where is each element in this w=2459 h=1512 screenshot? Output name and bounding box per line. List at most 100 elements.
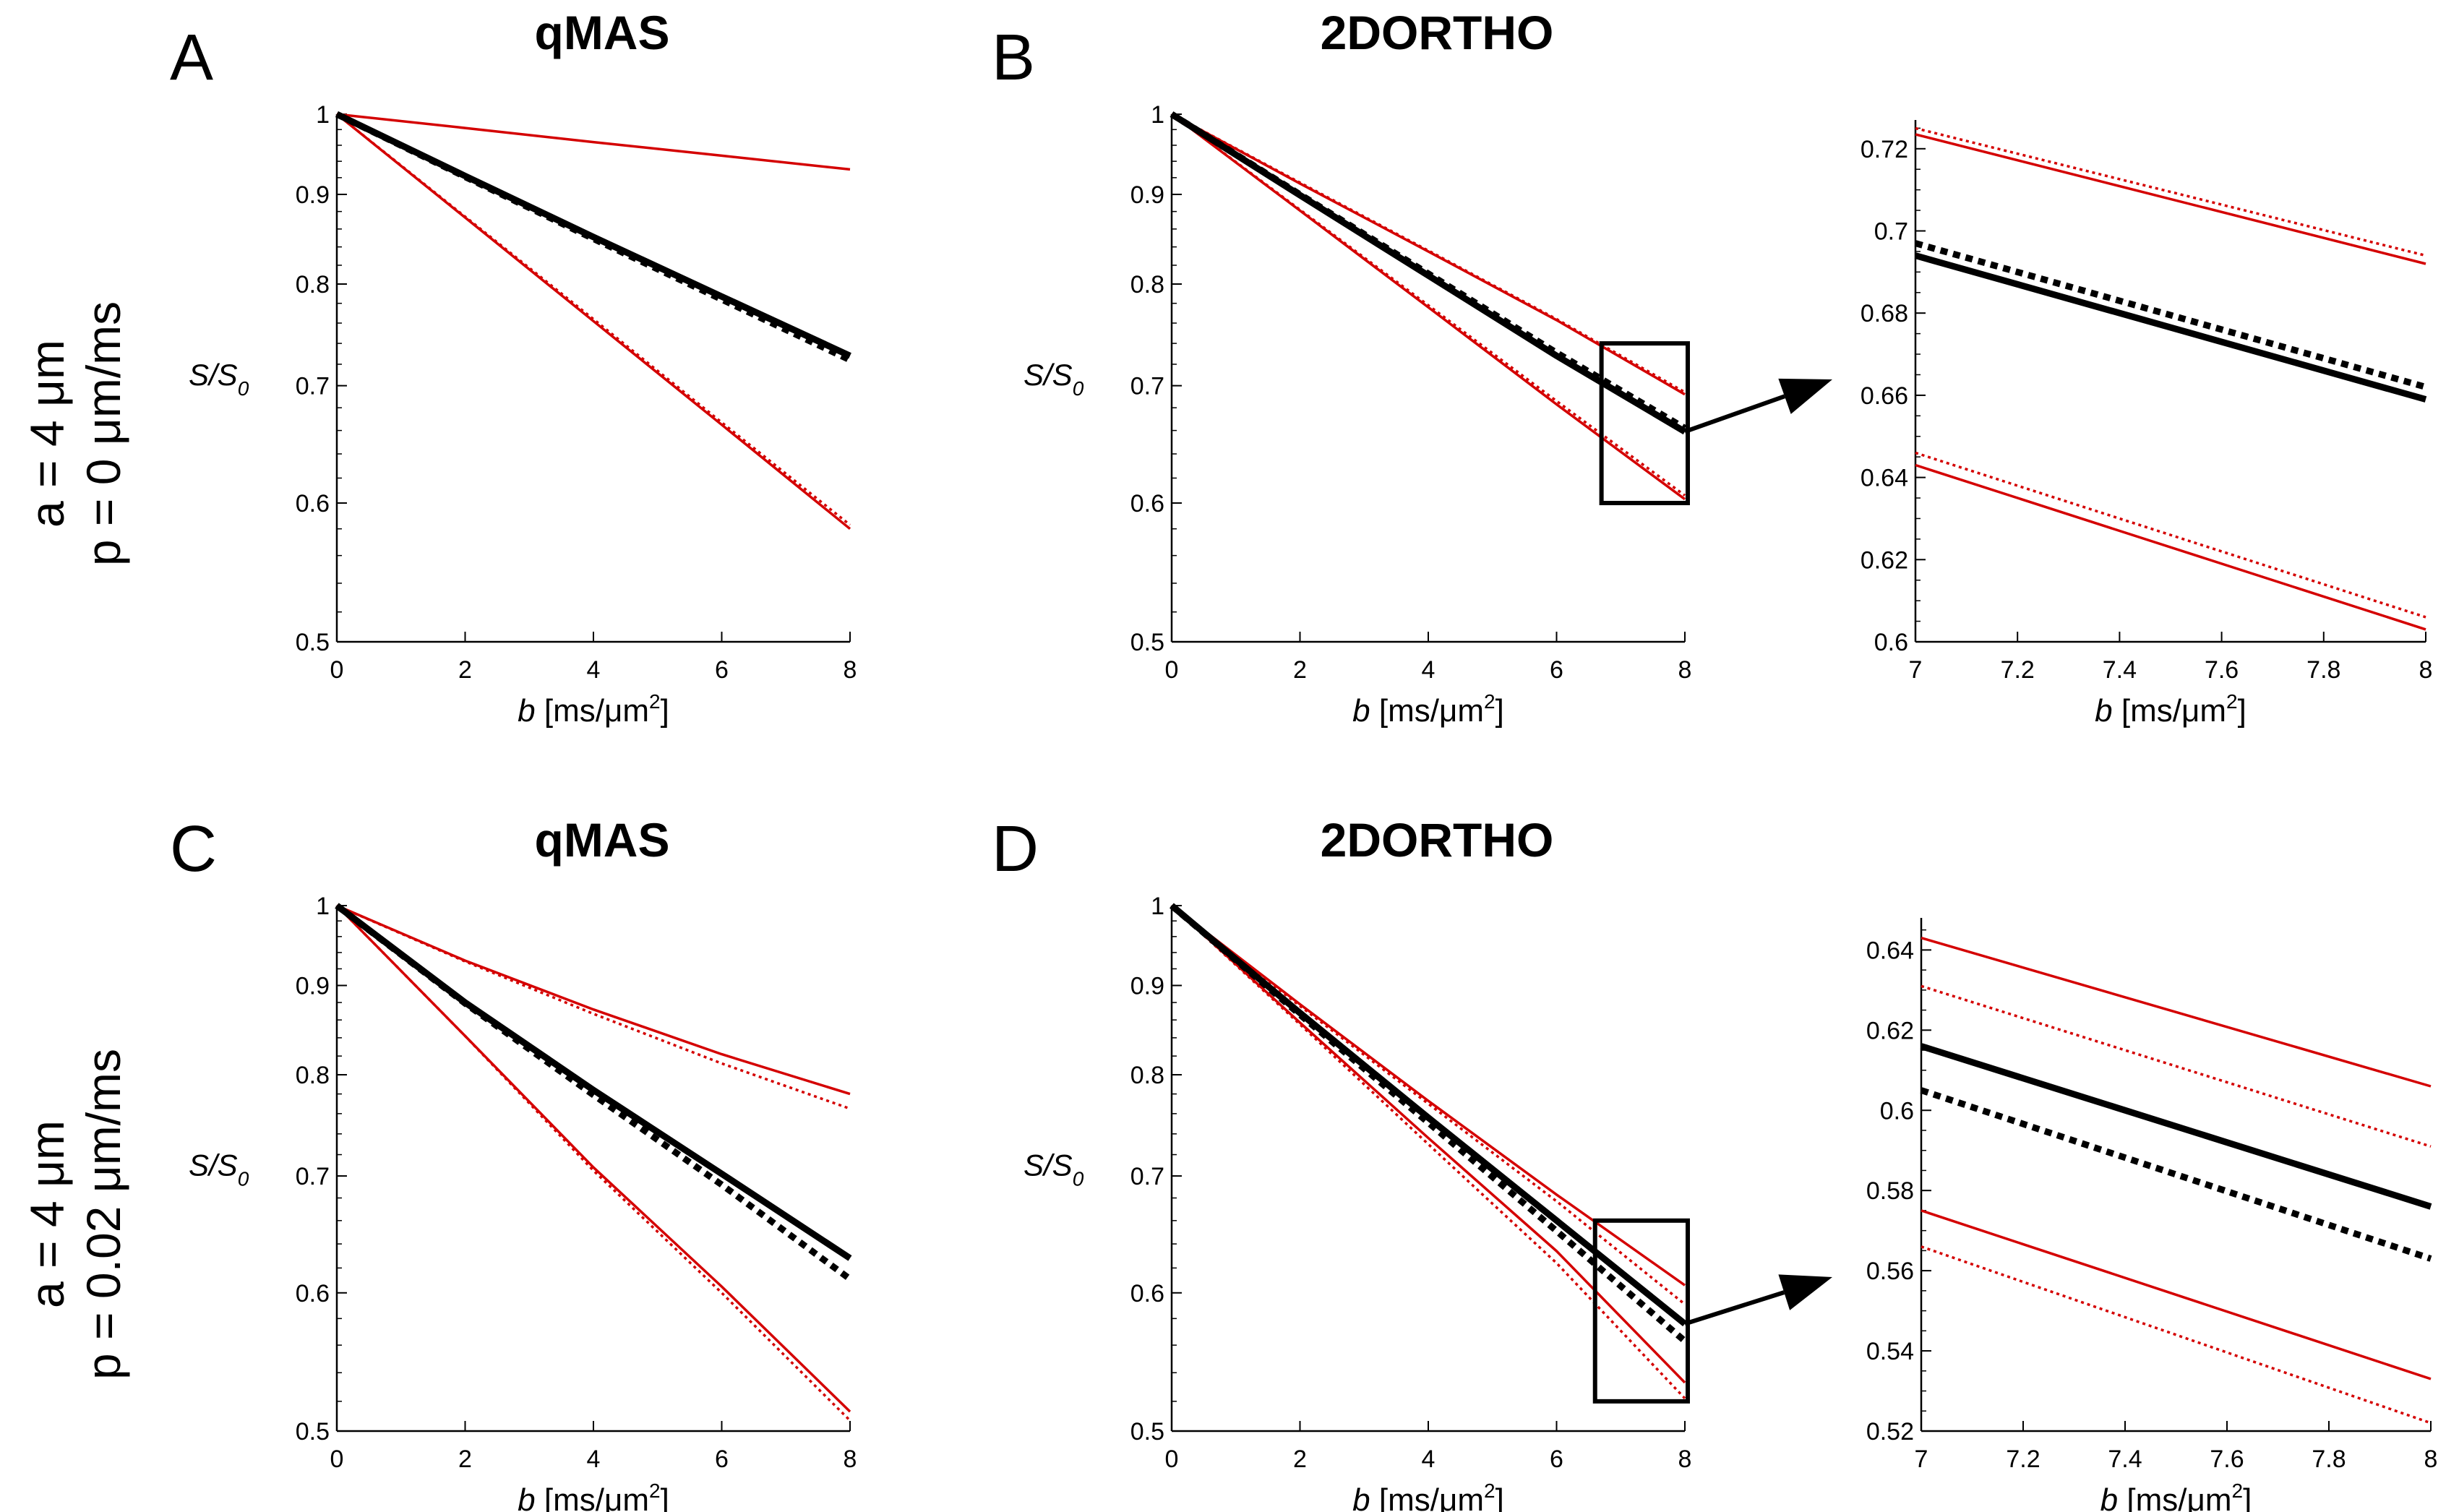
y-axis-label-sub: 0 — [238, 1168, 249, 1190]
series-d-lower-solid — [1170, 904, 1686, 1384]
y-tick-label-a: 0.6 — [296, 490, 330, 517]
callout-arrow-line-b — [1683, 394, 1786, 434]
x-tick-label-b-inset: 8 — [2419, 656, 2433, 684]
x-tick-label-d-inset: 7.8 — [2312, 1446, 2346, 1473]
panel-title-c: qMAS — [535, 813, 670, 867]
x-tick-label-b: 8 — [1678, 656, 1692, 684]
series-b-mean-dotted — [1170, 111, 1687, 431]
y-axis-label-sub: 0 — [238, 377, 249, 400]
x-axis-label-b: b [ms/μm2] — [1352, 690, 1504, 729]
x-tick-label-b: 2 — [1293, 656, 1307, 684]
x-tick-label-b-inset: 7 — [1909, 656, 1923, 684]
x-axis-label-var: b — [1352, 1482, 1370, 1512]
x-axis-label-unit: [ms/μm — [536, 693, 649, 729]
series-c-lower-dotted — [335, 904, 851, 1422]
x-axis-label-unit: [ms/μm — [536, 1482, 649, 1512]
x-axis-label-unit: [ms/μm — [1370, 693, 1484, 729]
x-axis-label-close: ] — [2243, 1482, 2252, 1512]
y-tick-label-b: 0.5 — [1130, 629, 1164, 656]
callout-arrow-head-d — [1778, 1274, 1832, 1310]
y-tick-label-b: 0.6 — [1130, 490, 1164, 517]
panel-title-b: 2DORTHO — [1321, 6, 1554, 59]
x-axis-label-unit: [ms/μm — [2113, 693, 2226, 729]
x-axis-label-unit: [ms/μm — [1370, 1482, 1484, 1512]
y-axis-label-sub: 0 — [1073, 377, 1084, 400]
x-tick-label-c: 8 — [844, 1446, 857, 1473]
x-axis-label-var: b — [518, 1482, 535, 1512]
series-a-lower-dotted — [335, 113, 851, 526]
series-d-inset-lower-solid — [1921, 1209, 2432, 1380]
row-label-bottom: a = 4 μm p = 0.02 μm/ms — [20, 1049, 130, 1380]
y-tick-label-b-inset: 0.64 — [1861, 465, 1908, 492]
panel-title-a: qMAS — [535, 6, 670, 59]
series-b-lower-dotted — [1170, 113, 1686, 497]
row-label-top-a: a = 4 μm — [20, 340, 74, 528]
x-tick-label-c: 4 — [587, 1446, 601, 1473]
series-d-upper-dotted — [1170, 904, 1686, 1305]
y-tick-label-b: 0.9 — [1130, 181, 1164, 209]
x-axis-label-c: b [ms/μm2] — [518, 1479, 669, 1512]
y-tick-label-c: 0.5 — [296, 1418, 330, 1446]
series-a-mean-dotted — [335, 111, 851, 364]
panel-letter-c: C — [170, 813, 217, 885]
x-tick-label-b-inset: 7.4 — [2103, 656, 2137, 684]
x-tick-label-a: 0 — [330, 656, 344, 684]
y-axis-label-a: S/S0 — [189, 358, 249, 400]
x-axis-label-unit: [ms/μm — [2118, 1482, 2231, 1512]
x-tick-label-d-inset: 7.6 — [2210, 1446, 2244, 1473]
y-tick-label-d-inset: 0.62 — [1866, 1017, 1914, 1044]
series-c-lower-solid — [335, 904, 851, 1413]
x-tick-label-c: 0 — [330, 1446, 344, 1473]
y-tick-label-b: 0.8 — [1130, 271, 1164, 298]
x-tick-label-d-inset: 8 — [2424, 1446, 2438, 1473]
series-d-lower-dotted — [1170, 904, 1686, 1400]
y-tick-label-a: 0.7 — [296, 373, 330, 400]
x-tick-label-b: 0 — [1165, 656, 1179, 684]
y-tick-label-b-inset: 0.62 — [1861, 546, 1908, 574]
series-a-lower-solid — [335, 113, 851, 531]
y-tick-label-d: 0.8 — [1130, 1062, 1164, 1089]
x-tick-label-d-inset: 7.2 — [2006, 1446, 2040, 1473]
y-tick-label-d: 0.6 — [1130, 1280, 1164, 1307]
y-tick-label-b: 1 — [1151, 101, 1164, 129]
row-label-bottom-a: a = 4 μm — [20, 1120, 74, 1308]
y-axis-label-var: S/S — [1023, 1148, 1073, 1182]
x-axis-label-close: ] — [2238, 693, 2246, 729]
series-b-inset-lower-dotted — [1915, 451, 2426, 619]
x-tick-label-b-inset: 7.2 — [2001, 656, 2035, 684]
series-b-inset-upper-dotted — [1915, 126, 2426, 257]
panel-letter-b: B — [992, 22, 1035, 94]
x-tick-label-d: 8 — [1678, 1446, 1692, 1473]
y-tick-label-d-inset: 0.6 — [1880, 1097, 1914, 1125]
x-axis-label-sup: 2 — [649, 690, 661, 713]
zoom-box-d — [1592, 1218, 1690, 1404]
y-tick-label-b-inset: 0.6 — [1874, 629, 1908, 656]
y-tick-label-d-inset: 0.56 — [1866, 1258, 1914, 1285]
y-tick-label-d: 1 — [1151, 893, 1164, 920]
series-b-inset-upper-solid — [1915, 133, 2426, 265]
y-tick-label-a: 0.9 — [296, 181, 330, 209]
x-axis-label-d-inset: b [ms/μm2] — [2100, 1479, 2252, 1512]
y-tick-label-d-inset: 0.58 — [1866, 1177, 1914, 1205]
x-tick-label-d-inset: 7.4 — [2108, 1446, 2142, 1473]
x-axis-label-sup: 2 — [649, 1479, 661, 1502]
y-axis-label-var: S/S — [189, 1148, 238, 1182]
y-tick-label-c: 0.9 — [296, 973, 330, 1000]
x-axis-label-sup: 2 — [2232, 1479, 2244, 1502]
x-tick-label-d: 0 — [1165, 1446, 1179, 1473]
x-axis-label-sup: 2 — [1484, 690, 1495, 713]
y-tick-label-b: 0.7 — [1130, 373, 1164, 400]
y-tick-label-c: 0.6 — [296, 1280, 330, 1307]
series-b-inset-mean-dotted — [1914, 240, 2427, 390]
y-axis-label-b: S/S0 — [1023, 358, 1084, 400]
y-tick-label-b-inset: 0.72 — [1861, 136, 1908, 163]
series-d-inset-lower-dotted — [1921, 1245, 2432, 1425]
y-tick-label-b-inset: 0.7 — [1874, 218, 1908, 245]
row-label-top-p: p = 0 μm/ms — [77, 301, 130, 566]
y-axis-label-sub: 0 — [1073, 1168, 1084, 1190]
x-tick-label-a: 8 — [844, 656, 857, 684]
